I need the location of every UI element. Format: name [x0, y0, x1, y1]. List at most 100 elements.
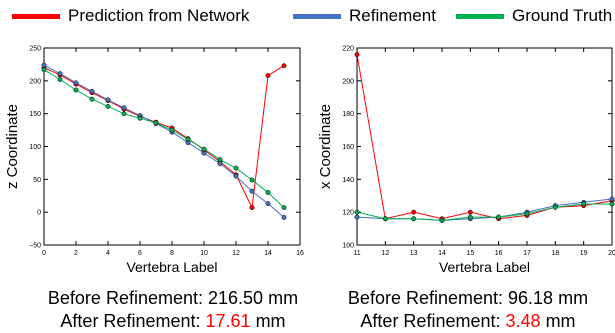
data-point-series-0 [354, 52, 360, 58]
caption-before-unit-left: mm [268, 288, 299, 308]
data-point-series-2 [121, 111, 127, 117]
data-point-series-2 [169, 127, 175, 133]
caption-after-unit-left: mm [255, 311, 286, 331]
data-point-series-0 [467, 209, 473, 215]
x-tick-label: 4 [106, 250, 110, 257]
caption-before-left: Before Refinement: 216.50 mm [23, 288, 323, 309]
x-axis-label: Vertebra Label [439, 259, 530, 275]
y-axis-label: z Coordinate [4, 104, 21, 189]
data-point-series-2 [217, 157, 223, 163]
data-point-series-2 [137, 115, 143, 121]
x-tick-label: 2 [74, 250, 78, 257]
y-tick-label: 160 [342, 144, 354, 151]
data-point-series-2 [57, 77, 63, 82]
data-point-series-1 [609, 196, 615, 202]
data-point-series-2 [354, 209, 360, 215]
caption-after-value-left: 17.61 [205, 311, 251, 331]
legend-swatch-ground-truth [456, 13, 504, 19]
data-point-series-2 [73, 87, 79, 93]
legend-item-ground-truth: Ground Truth [456, 6, 612, 26]
caption-after-unit-right: mm [545, 311, 576, 331]
x-coordinate-chart: 11 12 13 14 15 16 17 18 19 20 100 120 140 160 180 200 22… [317, 46, 615, 276]
x-tick-label: 10 [200, 250, 208, 257]
y-tick-label: −50 [29, 243, 41, 250]
data-point-series-0 [281, 63, 287, 69]
series-line-0 [43, 65, 285, 210]
data-point-series-2 [496, 214, 502, 220]
data-point-series-2 [105, 103, 111, 109]
x-tick-label: 0 [42, 250, 46, 257]
data-point-series-2 [609, 201, 615, 207]
data-point-series-1 [73, 80, 79, 86]
x-tick-label: 15 [466, 250, 474, 257]
legend-label-ground-truth: Ground Truth [512, 6, 613, 25]
x-tick-label: 12 [232, 250, 240, 257]
data-point-series-2 [233, 165, 239, 171]
data-point-series-1 [89, 88, 95, 94]
y-tick-label: 180 [342, 111, 354, 118]
x-tick-label: 11 [353, 250, 360, 257]
data-point-series-2 [581, 201, 587, 207]
x-tick-label: 16 [495, 250, 503, 257]
caption-before-value-left: 216.50 [208, 288, 264, 308]
legend-swatch-refinement [293, 13, 341, 19]
x-tick-label: 13 [410, 250, 418, 257]
x-tick-label: 20 [608, 250, 615, 257]
data-point-series-0 [411, 209, 417, 215]
caption-after-left: After Refinement: 17.61 mm [23, 311, 323, 332]
data-point-series-2 [89, 96, 95, 102]
caption-before-unit-right: mm [558, 288, 589, 308]
data-point-series-2 [41, 67, 47, 73]
x-tick-label: 8 [170, 250, 174, 257]
y-tick-label: 200 [342, 78, 354, 85]
y-tick-label: 200 [29, 78, 41, 85]
caption-after-right: After Refinement: 3.48 mm [318, 311, 615, 332]
x-tick-label: 12 [381, 250, 389, 257]
series-line-1 [43, 64, 285, 218]
x-tick-label: 14 [438, 250, 446, 257]
caption-after-label-right: After Refinement: [360, 311, 506, 331]
y-tick-label: 140 [342, 177, 354, 184]
data-point-series-2 [201, 146, 207, 152]
data-point-series-1 [249, 188, 255, 194]
x-tick-label: 19 [580, 250, 588, 257]
z-coordinate-chart: 0 2 4 6 8 10 12 14 16−50050100150200250Vertebra … [4, 46, 304, 276]
series-line-0 [356, 54, 613, 220]
data-point-series-2 [249, 177, 255, 183]
data-point-series-2 [467, 214, 473, 220]
series-line-2 [43, 69, 285, 208]
data-point-series-2 [153, 120, 159, 126]
y-tick-label: 250 [29, 46, 41, 53]
x-axis-label: Vertebra Label [126, 259, 217, 275]
y-tick-label: 120 [342, 210, 354, 217]
data-point-series-1 [105, 97, 111, 103]
y-tick-label: 0 [37, 210, 41, 217]
x-tick-label: 6 [138, 250, 142, 257]
data-point-series-2 [382, 216, 388, 222]
caption-before-right: Before Refinement: 96.18 mm [318, 288, 615, 309]
x-tick-label: 18 [551, 250, 559, 257]
legend-item-prediction: Prediction from Network [12, 6, 249, 26]
series-line-2 [356, 203, 612, 221]
y-tick-label: 100 [29, 144, 41, 151]
data-point-series-1 [354, 214, 360, 220]
data-point-series-2 [185, 136, 191, 142]
plot-frame [43, 47, 301, 246]
data-point-series-2 [281, 205, 287, 211]
data-point-series-1 [121, 105, 127, 111]
data-point-series-1 [265, 201, 271, 207]
legend-label-prediction: Prediction from Network [68, 6, 250, 25]
data-point-series-2 [552, 204, 558, 210]
caption-before-value-right: 96.18 [508, 288, 554, 308]
legend-swatch-prediction [12, 13, 60, 19]
x-tick-label: 14 [264, 250, 272, 257]
x-tick-label: 17 [523, 250, 531, 257]
y-tick-label: 150 [29, 111, 41, 118]
y-tick-label: 100 [342, 243, 354, 250]
caption-after-value-right: 3.48 [505, 311, 541, 331]
data-point-series-2 [265, 190, 271, 195]
x-tick-label: 16 [296, 250, 304, 257]
y-axis-label: x Coordinate [317, 104, 334, 189]
data-point-series-2 [411, 216, 417, 222]
data-point-series-1 [41, 62, 47, 68]
